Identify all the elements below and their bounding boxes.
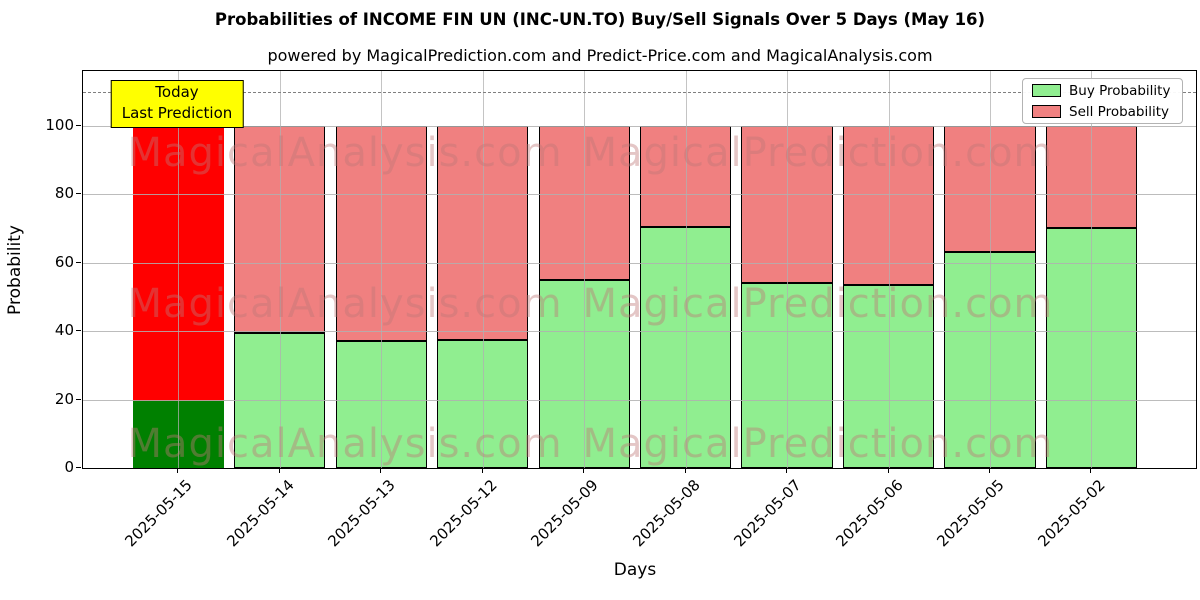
y-tick-label: 60 [54, 252, 74, 271]
x-tick-label: 2025-05-13 [324, 476, 400, 551]
x-tick-mark [684, 468, 686, 473]
annotation-line-2: Last Prediction [121, 104, 233, 122]
y-gridline [83, 331, 1196, 333]
x-tick-label: 2025-05-12 [426, 476, 501, 551]
x-tick-mark [177, 468, 179, 473]
watermark-text: MagicalPrediction.com [582, 130, 1054, 176]
watermark-text: MagicalPrediction.com [582, 421, 1054, 467]
x-tick-label: 2025-05-07 [730, 476, 805, 551]
y-tick-mark [76, 193, 81, 195]
x-gridline [685, 71, 687, 468]
legend: Buy Probability Sell Probability [1022, 78, 1183, 124]
today-annotation: Today Last Prediction [110, 80, 244, 128]
legend-item-sell: Sell Probability [1023, 104, 1182, 120]
x-gridline [1091, 71, 1093, 468]
annotation-line-1: Today [155, 83, 199, 101]
watermark-text: MagicalAnalysis.com [127, 421, 563, 467]
watermark-text: MagicalAnalysis.com [127, 130, 563, 176]
y-tick-mark [76, 124, 81, 126]
x-axis-label: Days [613, 560, 657, 580]
x-tick-mark [989, 468, 991, 473]
watermark-text: MagicalAnalysis.com [127, 281, 563, 327]
x-tick-mark [887, 468, 889, 473]
legend-item-buy: Buy Probability [1023, 83, 1182, 99]
y-tick-mark [76, 467, 81, 468]
x-gridline [584, 71, 586, 468]
y-gridline [83, 194, 1196, 196]
legend-label-buy: Buy Probability [1069, 82, 1171, 99]
y-tick-label: 20 [54, 389, 74, 408]
x-gridline [178, 71, 180, 468]
x-tick-mark [278, 468, 280, 473]
x-gridline [482, 71, 484, 468]
y-tick-label: 0 [64, 458, 74, 476]
x-tick-label: 2025-05-09 [527, 476, 602, 551]
x-tick-label: 2025-05-15 [121, 476, 197, 551]
x-gridline [787, 71, 789, 468]
y-gridline [83, 125, 1196, 127]
dashed-reference-line [83, 91, 1196, 93]
x-tick-label: 2025-05-05 [933, 476, 1008, 551]
y-tick-mark [76, 398, 81, 400]
x-tick-mark [481, 468, 483, 473]
x-tick-label: 2025-05-06 [831, 476, 907, 551]
buy-swatch-icon [1032, 84, 1061, 97]
plot-area: MagicalAnalysis.com MagicalPrediction.com… [82, 70, 1197, 469]
x-tick-mark [380, 468, 382, 473]
watermark-text: MagicalPrediction.com [582, 281, 1054, 327]
y-gridline [83, 262, 1196, 264]
y-tick-mark [76, 261, 81, 263]
x-tick-mark [583, 468, 585, 473]
x-tick-label: 2025-05-08 [629, 476, 704, 551]
y-tick-mark [76, 330, 81, 332]
chart-subtitle: powered by MagicalPrediction.com and Pre… [267, 46, 933, 65]
chart-title: Probabilities of INCOME FIN UN (INC-UN.T… [214, 10, 986, 29]
x-tick-label: 2025-05-14 [223, 476, 298, 551]
y-gridline [83, 399, 1196, 401]
y-tick-label: 100 [45, 115, 74, 134]
sell-swatch-icon [1032, 105, 1061, 118]
y-tick-label: 80 [54, 184, 74, 203]
legend-label-sell: Sell Probability [1069, 103, 1170, 120]
x-tick-mark [786, 468, 788, 473]
x-tick-label: 2025-05-02 [1034, 476, 1110, 551]
x-tick-mark [1090, 468, 1092, 473]
y-tick-label: 40 [54, 321, 74, 340]
x-gridline [279, 71, 281, 468]
x-gridline [990, 71, 992, 468]
x-gridline [888, 71, 890, 468]
x-gridline [381, 71, 383, 468]
